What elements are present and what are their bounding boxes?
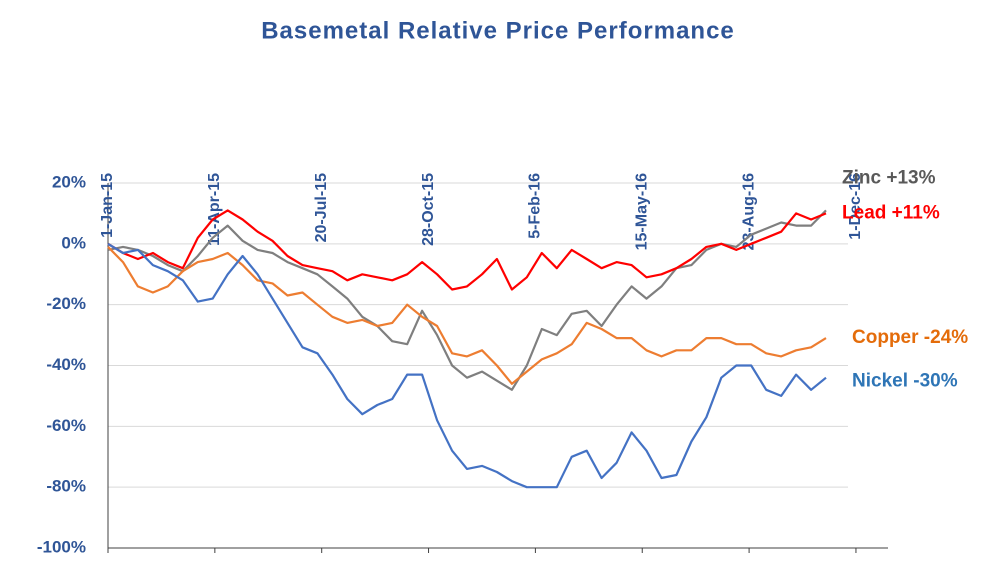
x-tick-label: 11-Apr-15 [206, 173, 223, 246]
x-tick-label: 15-May-16 [633, 173, 650, 250]
series-label: Copper -24% [852, 327, 968, 348]
x-tick-label: 23-Aug-16 [740, 173, 757, 250]
series-line [107, 209, 827, 391]
x-tick-label: 5-Feb-16 [527, 173, 544, 239]
series-line [107, 246, 827, 385]
series-label: Nickel -30% [852, 371, 958, 392]
series-line [107, 242, 827, 489]
series-line [107, 209, 827, 291]
y-tick-label: -60% [46, 416, 86, 435]
y-tick-label: -40% [46, 355, 86, 374]
y-tick-label: -80% [46, 477, 86, 496]
x-tick-label: 20-Jul-15 [313, 173, 330, 242]
x-tick-label: 28-Oct-15 [420, 173, 437, 246]
series-label: Lead +11% [842, 202, 940, 223]
x-tick-label: 1-Dec-16 [847, 173, 864, 240]
chart-title: Basemetal Relative Price Performance [261, 17, 735, 44]
x-tick-label: 1-Jan-15 [99, 173, 116, 238]
series-label: Zinc +13% [842, 167, 936, 188]
y-tick-label: -100% [37, 537, 86, 556]
y-tick-label: -20% [46, 294, 86, 313]
y-tick-label: 20% [52, 172, 86, 191]
y-tick-label: 0% [61, 233, 86, 252]
